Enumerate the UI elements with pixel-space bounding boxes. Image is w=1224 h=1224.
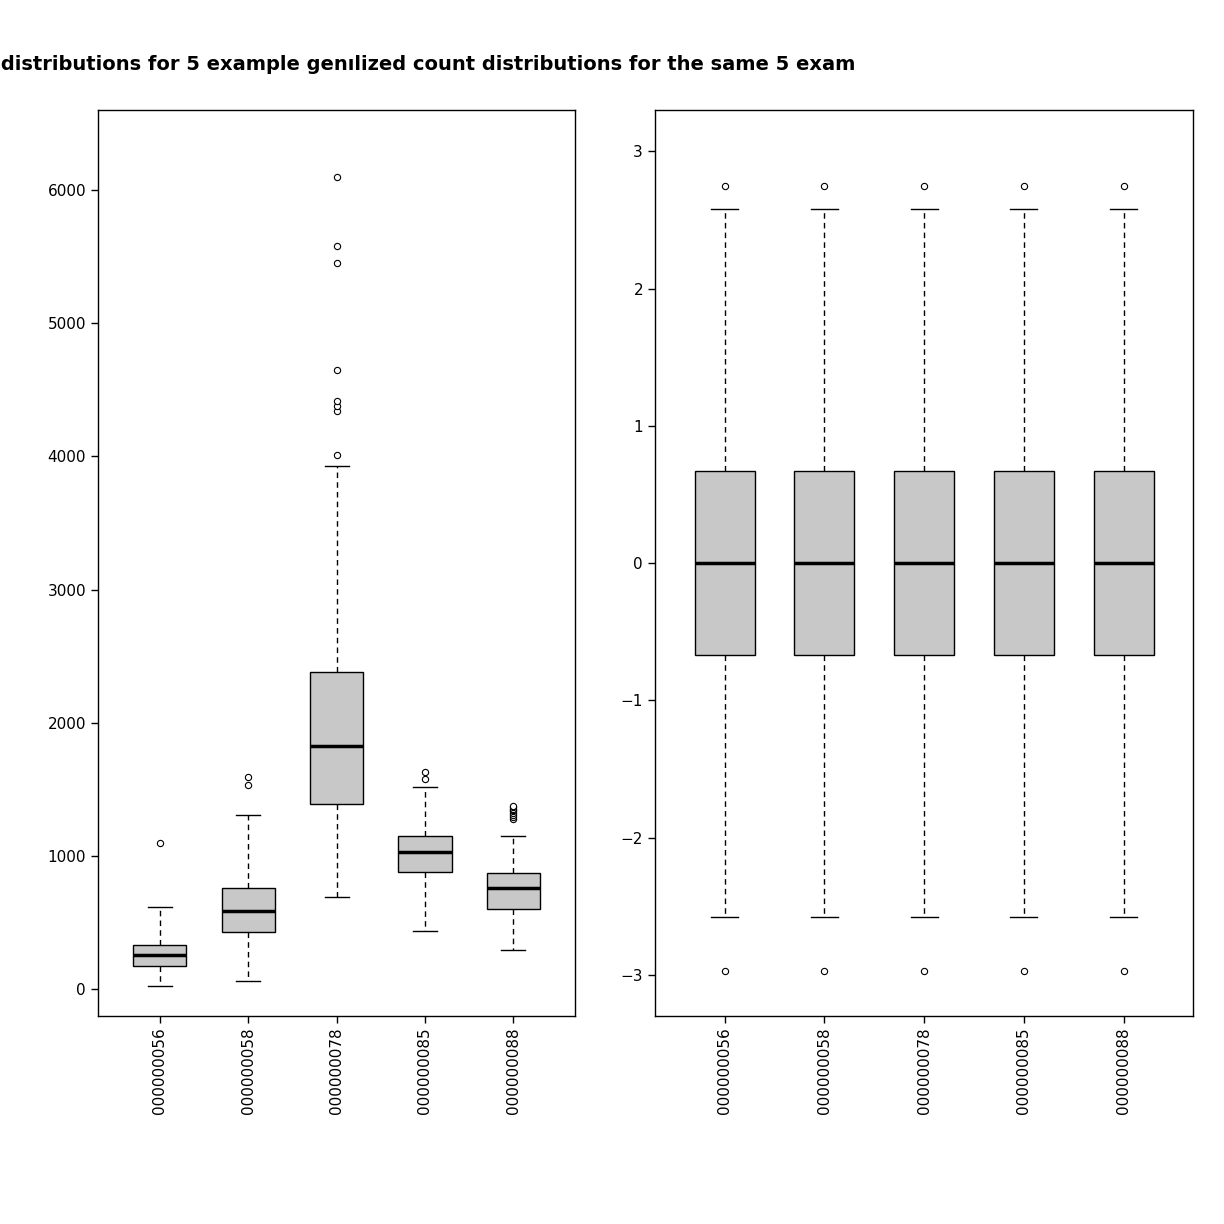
Text: Raw count distributions for 5 example genılized count distributions for the same: Raw count distributions for 5 example ge…	[0, 55, 856, 75]
Bar	[994, 471, 1054, 655]
Bar	[310, 672, 364, 804]
Bar	[133, 945, 186, 966]
Bar	[695, 471, 754, 655]
Bar	[794, 471, 854, 655]
Bar	[487, 874, 540, 909]
Bar	[399, 836, 452, 871]
Bar	[222, 889, 274, 931]
Bar	[895, 471, 953, 655]
Bar	[1094, 471, 1153, 655]
